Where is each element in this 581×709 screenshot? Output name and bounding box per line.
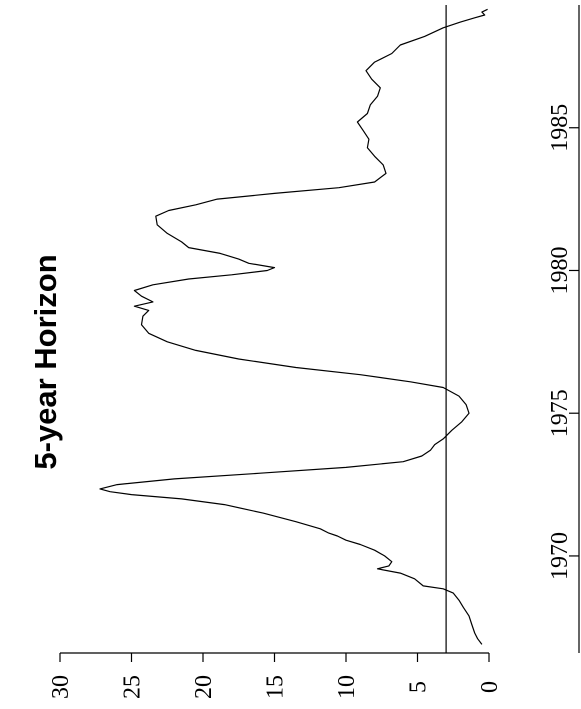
year-axis: 1970 1975 1980 1985 [547,5,580,653]
plot-area [99,5,488,653]
value-tick-label: 20 [191,675,217,699]
value-tick-label: 10 [334,675,360,699]
chart-title: 5-year Horizon [28,254,63,469]
year-tick-label: 1980 [547,246,573,294]
value-tick-label: 5 [406,681,432,693]
series-line [99,8,488,645]
value-tick-label: 30 [48,675,74,699]
value-tick-label: 25 [120,675,146,699]
year-tick-label: 1970 [547,532,573,580]
year-tick-label: 1985 [547,104,573,152]
value-axis: 0 5 10 15 20 25 30 [48,652,503,699]
value-tick-label: 15 [263,675,289,699]
value-tick-label: 0 [477,681,503,693]
year-tick-label: 1975 [547,389,573,437]
